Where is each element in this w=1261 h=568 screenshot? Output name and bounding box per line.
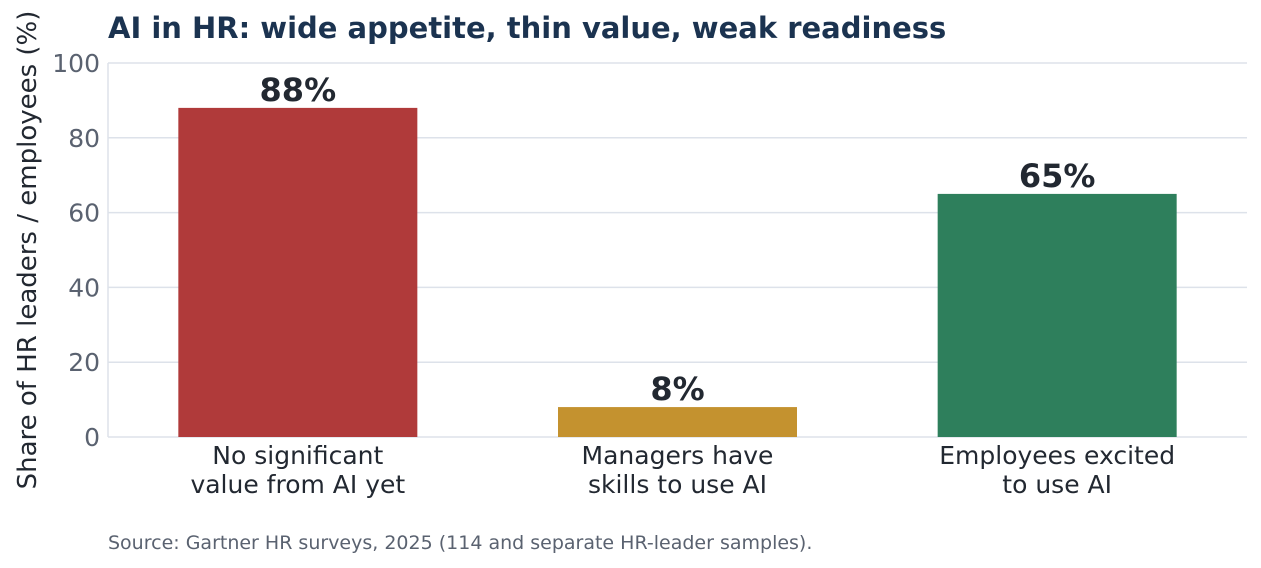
x-tick-label: Employees excited	[939, 441, 1175, 470]
y-tick-label: 80	[68, 124, 100, 153]
x-tick-label: skills to use AI	[588, 470, 767, 499]
source-note: Source: Gartner HR surveys, 2025 (114 an…	[108, 532, 812, 554]
bar	[178, 107, 418, 437]
data-label: 65%	[1019, 157, 1096, 195]
bar	[937, 193, 1177, 437]
y-axis-ticks: 0 20 40 60 80 100	[52, 49, 100, 452]
y-tick-label: 20	[68, 348, 100, 377]
x-tick-label: value from AI yet	[190, 470, 405, 499]
data-label: 8%	[650, 370, 704, 408]
x-tick-label: Managers have	[582, 441, 774, 470]
chart-title: AI in HR: wide appetite, thin value, wea…	[108, 11, 946, 45]
y-tick-label: 40	[68, 273, 100, 302]
x-tick-label: to use AI	[1002, 470, 1112, 499]
y-tick-label: 0	[84, 423, 100, 452]
y-axis-label: Share of HR leaders / employees (%)	[13, 11, 43, 490]
bars	[178, 107, 1177, 437]
data-label: 88%	[260, 71, 337, 109]
bar	[558, 407, 797, 437]
y-tick-label: 60	[68, 199, 100, 228]
y-tick-label: 100	[52, 49, 100, 78]
data-labels: 88% 8% 65%	[260, 71, 1096, 408]
x-tick-label: No significant	[212, 441, 383, 470]
